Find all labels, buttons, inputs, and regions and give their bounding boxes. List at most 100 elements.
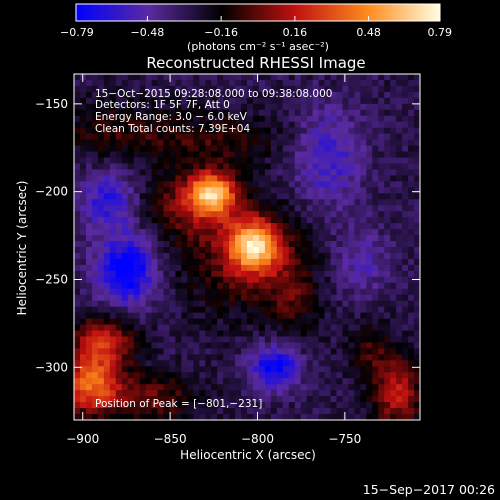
heatmap-cell [115, 223, 123, 230]
heatmap-cell [300, 151, 308, 159]
heatmap-cell [276, 294, 284, 302]
heatmap-cell [79, 372, 87, 379]
heatmap-cell [217, 235, 224, 242]
heatmap-cell [241, 169, 248, 176]
heatmap-cell [372, 175, 379, 182]
heatmap-cell [288, 187, 296, 194]
heatmap-cell [169, 318, 176, 326]
heatmap-cell [402, 324, 409, 332]
heatmap-cell [91, 109, 99, 117]
heatmap-cell [414, 276, 421, 284]
heatmap-cell [169, 241, 176, 248]
heatmap-cell [312, 300, 320, 308]
heatmap-cell [408, 103, 415, 111]
heatmap-cell [414, 157, 421, 164]
heatmap-cell [85, 74, 93, 81]
heatmap-cell [127, 85, 135, 93]
heatmap-cell [217, 288, 224, 296]
heatmap-cell [103, 127, 111, 135]
heatmap-cell [151, 270, 159, 278]
heatmap-cell [187, 175, 194, 182]
heatmap-cell [79, 288, 87, 296]
heatmap-cell [366, 258, 373, 266]
heatmap-cell [348, 217, 355, 224]
heatmap-cell [348, 390, 355, 397]
heatmap-cell [97, 169, 105, 176]
heatmap-cell [97, 342, 105, 349]
heatmap-cell [229, 97, 236, 105]
heatmap-cell [270, 372, 278, 379]
heatmap-cell [270, 318, 278, 326]
heatmap-cell [330, 91, 337, 99]
heatmap-cell [175, 282, 182, 290]
heatmap-cell [247, 360, 254, 367]
heatmap-cell [127, 402, 135, 409]
heatmap-cell [211, 115, 218, 123]
heatmap-cell [247, 241, 254, 248]
heatmap-cell [318, 312, 326, 320]
heatmap-cell [139, 354, 147, 361]
heatmap-cell [264, 342, 272, 349]
heatmap-cell [223, 175, 230, 182]
heatmap-cell [169, 300, 176, 308]
heatmap-cell [294, 282, 302, 290]
heatmap-cell [97, 300, 105, 308]
heatmap-cell [360, 247, 367, 254]
heatmap-cell [378, 324, 385, 332]
heatmap-cell [187, 157, 194, 164]
heatmap-cell [348, 139, 355, 147]
heatmap-cell [276, 235, 284, 242]
heatmap-cell [97, 229, 105, 236]
heatmap-cell [109, 306, 117, 314]
heatmap-cell [175, 330, 182, 337]
heatmap-cell [300, 396, 308, 403]
heatmap-cell [408, 312, 415, 320]
heatmap-cell [414, 396, 421, 403]
heatmap-cell [408, 145, 415, 153]
heatmap-cell [181, 366, 188, 373]
heatmap-cell [366, 330, 373, 337]
heatmap-cell [211, 193, 218, 200]
heatmap-cell [211, 402, 218, 409]
heatmap-cell [151, 163, 159, 170]
heatmap-cell [414, 390, 421, 397]
heatmap-cell [169, 324, 176, 332]
heatmap-cell [264, 97, 272, 105]
heatmap-cell [270, 115, 278, 123]
heatmap-cell [211, 97, 218, 105]
heatmap-cell [139, 402, 147, 409]
heatmap-cell [241, 121, 248, 129]
heatmap-cell [74, 330, 81, 337]
heatmap-cell [324, 187, 332, 194]
heatmap-cell [133, 402, 141, 409]
heatmap-cell [300, 270, 308, 278]
heatmap-cell [211, 157, 218, 164]
heatmap-cell [354, 384, 361, 391]
heatmap-cell [151, 264, 159, 272]
heatmap-cell [235, 121, 242, 129]
heatmap-cell [175, 109, 182, 117]
heatmap-cell [354, 145, 361, 153]
heatmap-cell [145, 199, 153, 206]
heatmap-cell [318, 408, 326, 415]
heatmap-cell [354, 223, 361, 230]
heatmap-cell [306, 396, 314, 403]
heatmap-cell [97, 115, 105, 123]
heatmap-cell [372, 103, 379, 111]
heatmap-cell [282, 348, 290, 355]
heatmap-cell [306, 414, 314, 421]
heatmap-cell [133, 115, 141, 123]
heatmap-cell [181, 348, 188, 355]
heatmap-cell [378, 217, 385, 224]
heatmap-cell [324, 74, 332, 81]
heatmap-cell [91, 318, 99, 326]
heatmap-cell [354, 360, 361, 367]
heatmap-cell [306, 247, 314, 254]
heatmap-cell [348, 235, 355, 242]
heatmap-cell [318, 372, 326, 379]
heatmap-cell [241, 74, 248, 81]
heatmap-cell [133, 217, 141, 224]
heatmap-cell [360, 408, 367, 415]
heatmap-cell [252, 276, 260, 284]
heatmap-cell [241, 288, 248, 296]
